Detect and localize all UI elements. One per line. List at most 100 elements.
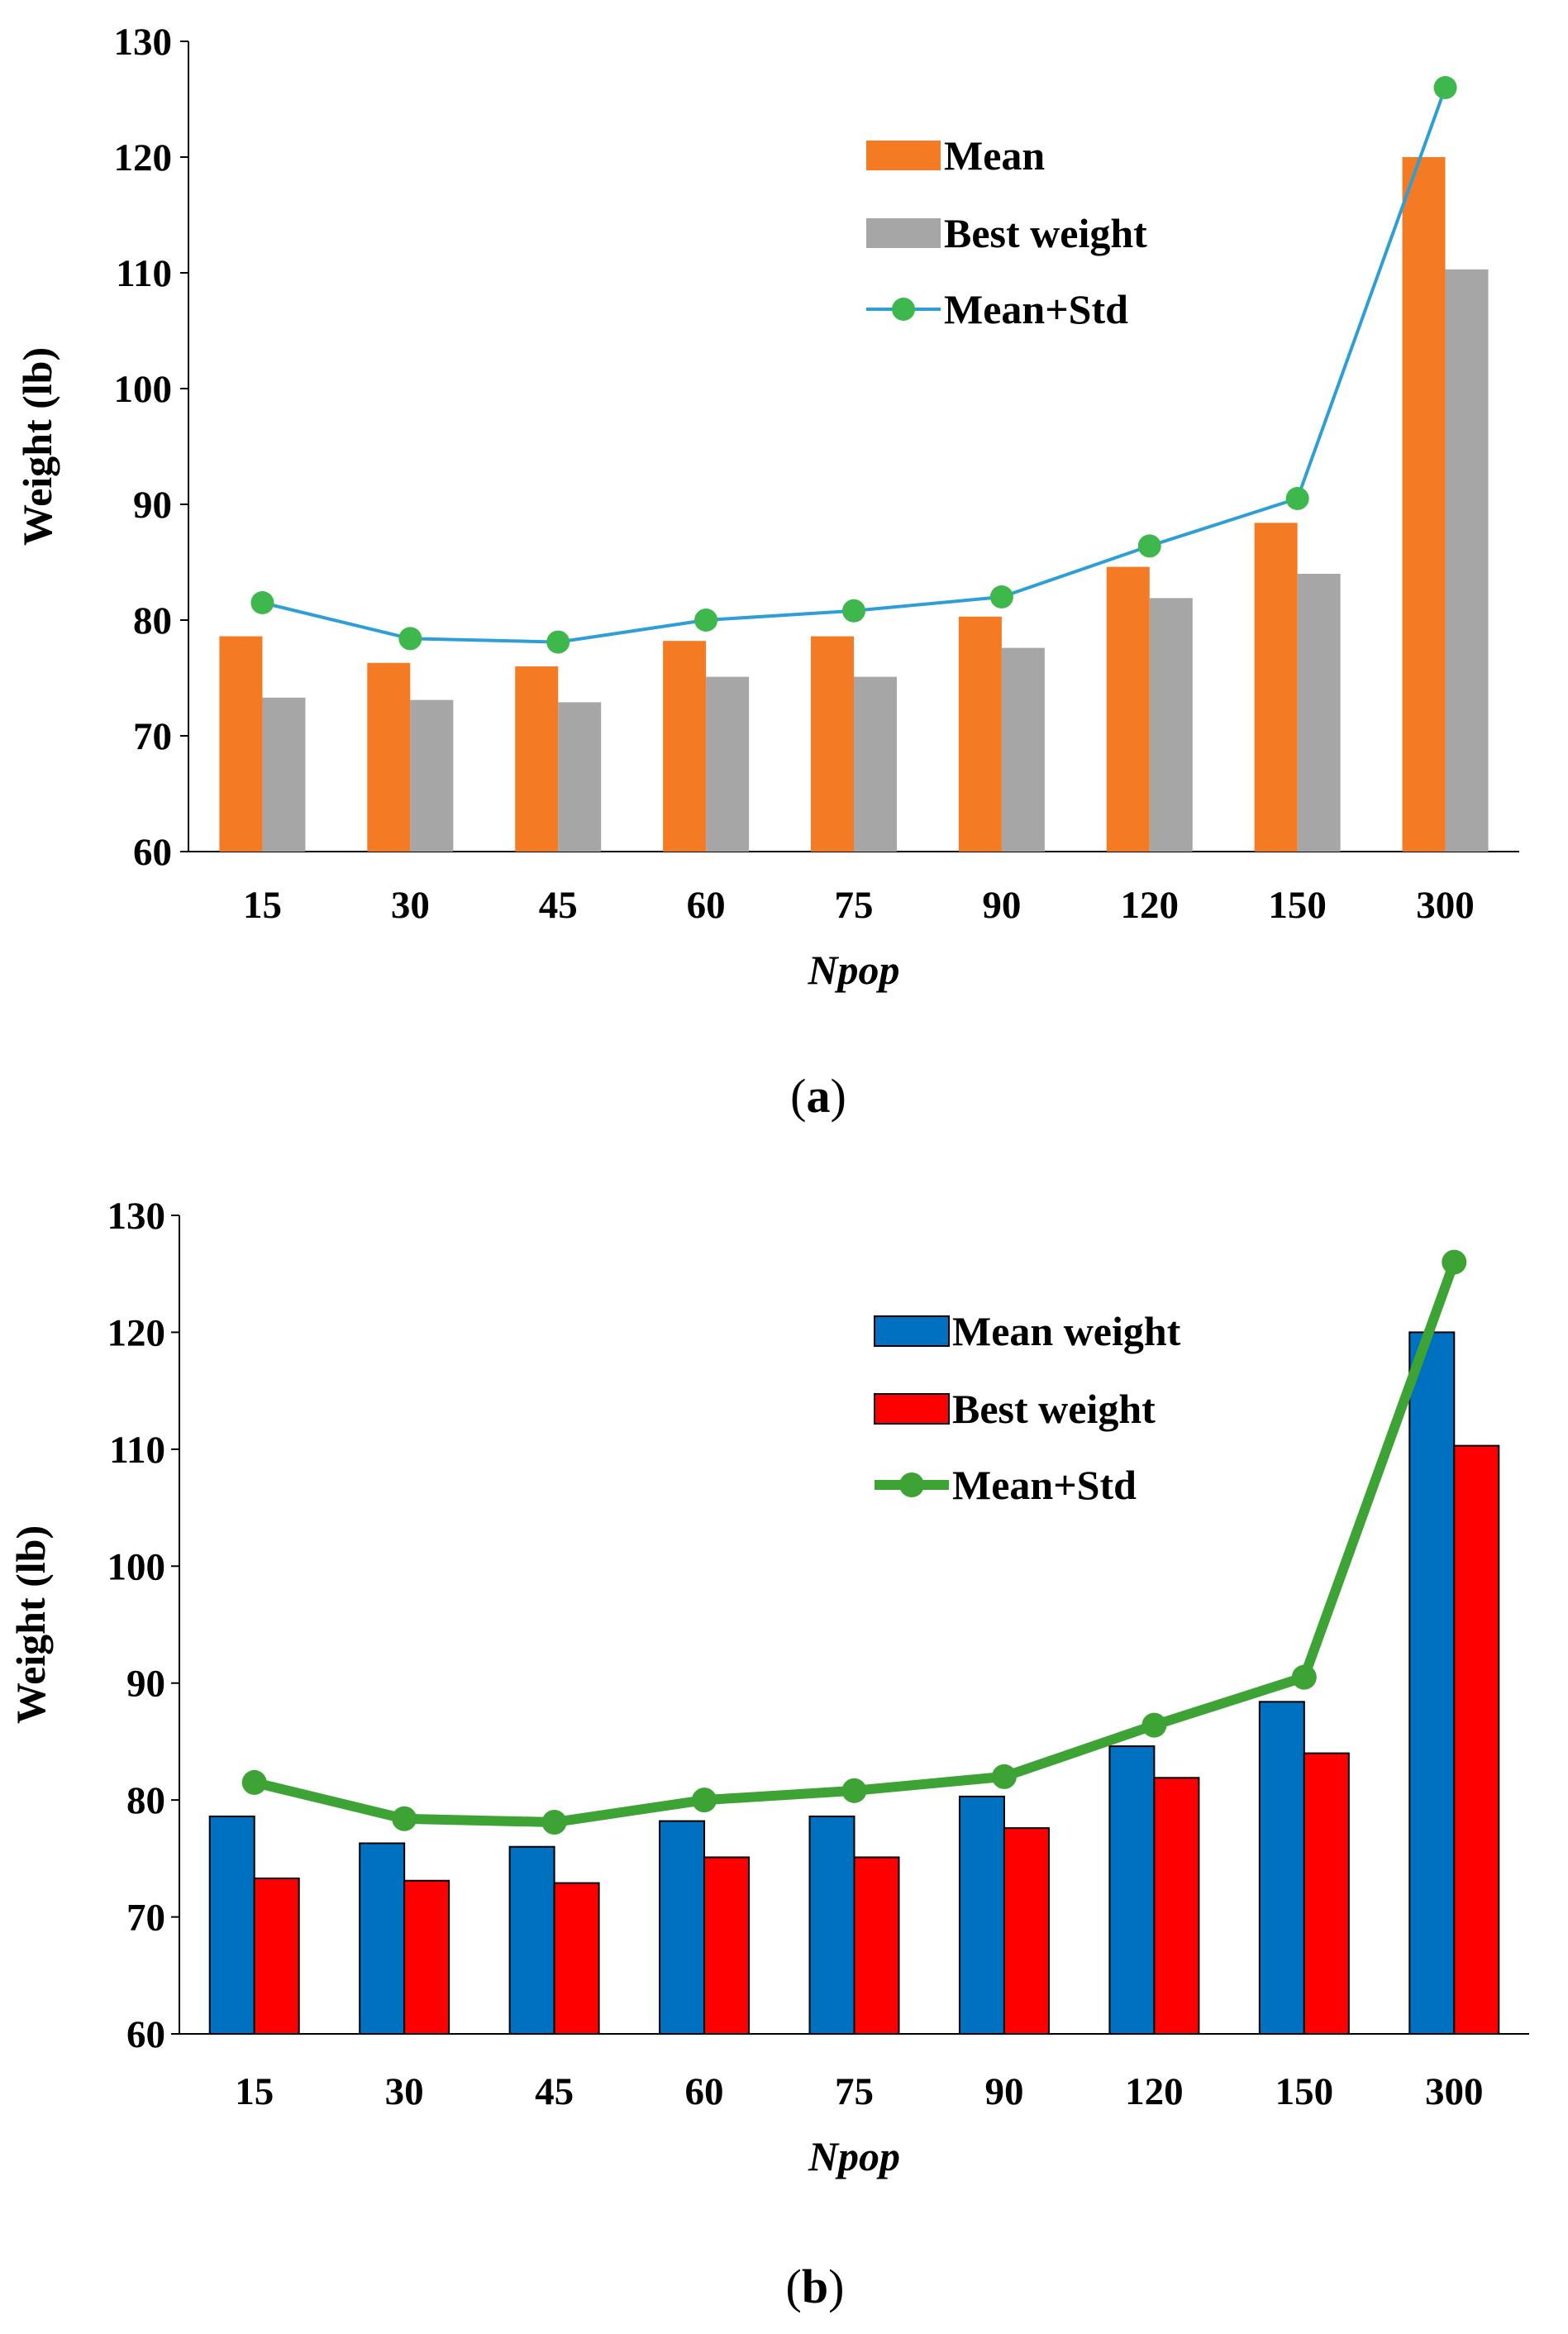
bar-best-weight-300 — [1445, 269, 1489, 852]
legend-label-mean: Mean — [944, 132, 1045, 179]
panel-letter: a — [807, 1069, 831, 1123]
legend-swatch-marker-mean-std — [892, 298, 915, 321]
marker-mean-std-300 — [1433, 76, 1457, 99]
x-axis-title: Npop — [808, 2133, 900, 2179]
bar-mean-weight-150 — [1258, 1701, 1305, 2035]
bar-mean-300 — [1402, 157, 1446, 852]
bar-best-weight-45 — [553, 1882, 600, 2035]
bar-best-weight-30 — [403, 1879, 450, 2035]
legend-swatch-mean-weight — [874, 1315, 950, 1347]
marker-mean-std-75 — [841, 1778, 867, 1803]
legend-label-mean-std: Mean+Std — [952, 1462, 1137, 1508]
x-tick-label: 90 — [984, 2070, 1023, 2113]
marker-mean-std-30 — [392, 1806, 417, 1831]
bar-mean-weight-300 — [1408, 1331, 1456, 2035]
y-tick-label: 100 — [107, 1545, 166, 1588]
bar-best-weight-300 — [1453, 1444, 1500, 2036]
bar-best-weight-150 — [1297, 574, 1341, 852]
legend-swatch-mean — [866, 141, 941, 170]
y-tick-label: 90 — [126, 1663, 165, 1706]
y-tick-label: 90 — [133, 484, 172, 527]
x-tick-label: 75 — [835, 884, 874, 927]
marker-mean-std-15 — [250, 591, 274, 614]
bar-mean-weight-120 — [1108, 1745, 1156, 2035]
y-axis-title: Weight (lb) — [14, 347, 60, 546]
marker-mean-std-60 — [694, 609, 718, 632]
legend-swatch-marker-mean-std — [899, 1472, 924, 1497]
marker-mean-std-45 — [541, 1810, 567, 1835]
y-tick-label: 130 — [107, 1195, 166, 1238]
bar-mean-60 — [663, 641, 707, 852]
bar-mean-30 — [367, 662, 411, 852]
panel-label: (a) — [790, 1069, 846, 1123]
x-tick-label: 60 — [687, 884, 726, 927]
panel-label: (b) — [786, 2260, 845, 2313]
marker-mean-std-75 — [842, 599, 865, 623]
x-axis-title: Npop — [807, 947, 899, 993]
bar-best-weight-90 — [1003, 1827, 1050, 2035]
legend-label-best-weight: Best weight — [944, 210, 1147, 256]
marker-mean-std-150 — [1291, 1664, 1317, 1690]
marker-mean-std-120 — [1137, 534, 1161, 558]
y-tick-label: 80 — [126, 1779, 165, 1822]
bar-best-weight-60 — [706, 676, 750, 852]
marker-mean-std-15 — [241, 1769, 267, 1795]
x-tick-label: 30 — [391, 884, 430, 927]
x-tick-label: 150 — [1275, 2070, 1334, 2113]
bar-best-weight-75 — [853, 1856, 900, 2036]
bar-best-weight-75 — [854, 676, 897, 852]
legend-label-best-weight: Best weight — [952, 1386, 1156, 1432]
bar-best-weight-30 — [410, 699, 454, 852]
bar-best-weight-120 — [1153, 1777, 1200, 2035]
bar-mean-45 — [515, 666, 559, 852]
x-tick-label: 75 — [835, 2070, 874, 2113]
x-tick-label: 15 — [243, 884, 282, 927]
y-tick-label: 70 — [133, 715, 172, 758]
x-tick-label: 120 — [1121, 884, 1180, 927]
chart-a: 60 70 80 90 100 110 120 130 15 30 45 60 75 90 120 150 30… — [14, 21, 1519, 1123]
y-tick-label: 120 — [107, 1311, 166, 1354]
marker-mean-std-300 — [1442, 1249, 1467, 1275]
marker-mean-std-120 — [1141, 1712, 1167, 1738]
y-tick-label: 120 — [114, 136, 173, 179]
chart-b: 60 70 80 90 100 110 120 130 15 30 45 60 75 90 120 150 30… — [7, 1195, 1529, 2313]
legend-swatch-best-weight — [866, 218, 941, 248]
x-tick-label: 300 — [1416, 884, 1475, 927]
bar-mean-weight-60 — [659, 1820, 706, 2035]
bar-mean-15 — [219, 636, 263, 852]
bar-mean-150 — [1254, 523, 1298, 852]
x-tick-label: 30 — [385, 2070, 424, 2113]
x-tick-label: 45 — [535, 2070, 574, 2113]
x-tick-label: 90 — [982, 884, 1021, 927]
y-axis-title: Weight (lb) — [7, 1525, 54, 1724]
x-tick-label: 150 — [1268, 884, 1327, 927]
bar-mean-weight-75 — [808, 1815, 855, 2035]
bar-mean-75 — [811, 636, 854, 852]
marker-mean-std-90 — [991, 1764, 1017, 1789]
bar-best-weight-45 — [558, 702, 602, 852]
y-tick-label: 80 — [133, 599, 172, 642]
y-tick-label: 110 — [109, 1429, 165, 1472]
legend-swatch-best-weight — [874, 1393, 950, 1425]
marker-mean-std-45 — [546, 630, 570, 654]
bar-best-weight-150 — [1303, 1752, 1350, 2035]
y-tick-label: 130 — [114, 21, 173, 64]
x-tick-label: 45 — [539, 884, 578, 927]
legend-label-mean-weight: Mean weight — [952, 1308, 1181, 1354]
marker-mean-std-150 — [1285, 487, 1309, 510]
bar-best-weight-120 — [1149, 598, 1193, 852]
x-tick-label: 300 — [1425, 2070, 1484, 2113]
bar-best-weight-15 — [262, 697, 306, 852]
bar-best-weight-90 — [1001, 647, 1045, 852]
y-tick-label: 60 — [126, 2013, 165, 2056]
marker-mean-std-60 — [692, 1787, 717, 1813]
bar-mean-weight-90 — [958, 1795, 1005, 2036]
y-tick-label: 60 — [133, 831, 172, 874]
bar-mean-weight-15 — [208, 1815, 255, 2035]
legend-label-mean-std: Mean+Std — [944, 286, 1128, 332]
x-tick-label: 120 — [1125, 2070, 1184, 2113]
bar-mean-90 — [958, 616, 1002, 852]
bar-mean-weight-45 — [508, 1845, 555, 2036]
bar-mean-120 — [1106, 566, 1150, 852]
bar-best-weight-60 — [703, 1856, 751, 2036]
